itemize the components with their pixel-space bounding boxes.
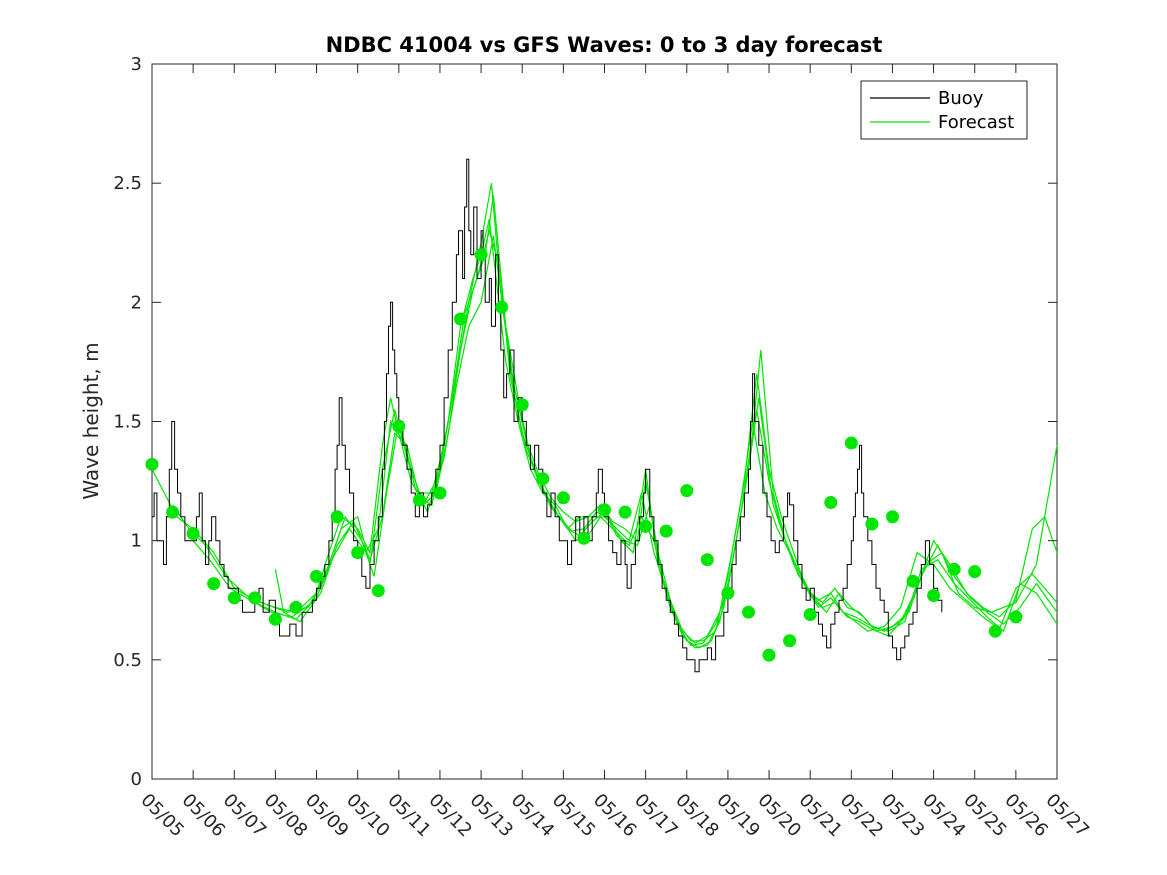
analysis-point-7 <box>289 600 303 614</box>
analysis-point-2 <box>186 527 200 540</box>
y-tick-label-6: 3 <box>131 54 142 75</box>
analysis-point-28 <box>721 586 735 600</box>
analysis-point-4 <box>227 591 241 605</box>
y-tick-label-5: 2.5 <box>113 173 142 194</box>
analysis-point-9 <box>330 510 344 524</box>
analysis-point-29 <box>742 605 755 619</box>
analysis-point-0 <box>145 457 159 471</box>
analysis-point-42 <box>1009 610 1023 624</box>
analysis-point-10 <box>351 546 365 560</box>
buoy-line <box>152 158 943 673</box>
analysis-point-26 <box>680 484 694 498</box>
analysis-point-40 <box>968 565 982 579</box>
analysis-point-5 <box>248 591 262 605</box>
analysis-point-37 <box>906 574 920 588</box>
y-tick-label-3: 1.5 <box>113 412 142 433</box>
analysis-point-8 <box>310 569 323 583</box>
legend-box <box>860 80 1028 140</box>
analysis-point-19 <box>536 472 550 486</box>
analysis-point-32 <box>803 608 817 621</box>
analysis-point-22 <box>598 503 611 517</box>
y-tick-label-1: 0.5 <box>113 650 142 671</box>
analysis-point-6 <box>268 612 282 626</box>
analysis-point-39 <box>947 562 961 576</box>
analysis-point-17 <box>495 300 509 314</box>
analysis-point-38 <box>927 589 941 602</box>
analysis-point-15 <box>454 312 467 326</box>
analysis-point-35 <box>865 517 879 531</box>
forecast-line-2 <box>192 195 1058 647</box>
y-tick-label-0: 0 <box>131 769 142 790</box>
analysis-point-14 <box>433 486 447 500</box>
analysis-point-30 <box>762 648 776 662</box>
forecast-line-1 <box>172 183 1058 644</box>
analysis-point-25 <box>659 524 673 538</box>
analysis-point-41 <box>988 624 1002 638</box>
y-tick-label-4: 2 <box>131 292 142 313</box>
analysis-point-20 <box>556 491 570 505</box>
analysis-point-23 <box>618 505 632 519</box>
analysis-point-33 <box>824 496 838 509</box>
analysis-point-1 <box>166 505 180 519</box>
analysis-point-27 <box>700 553 714 567</box>
chart-title: NDBC 41004 vs GFS Waves: 0 to 3 day fore… <box>326 33 883 57</box>
plot-area <box>151 63 1058 780</box>
analysis-point-36 <box>886 510 899 524</box>
y-axis-title: Wave height, m <box>79 342 103 499</box>
analysis-point-11 <box>371 584 385 598</box>
analysis-point-13 <box>412 493 426 507</box>
analysis-point-3 <box>207 577 221 591</box>
legend: Buoy Forecast <box>860 80 1028 140</box>
analysis-point-12 <box>392 419 406 433</box>
analysis-point-21 <box>577 531 591 545</box>
analysis-point-34 <box>844 436 858 450</box>
analysis-point-16 <box>474 248 488 262</box>
analysis-point-24 <box>639 519 653 533</box>
series-layer <box>145 158 1058 673</box>
y-tick-label-2: 1 <box>131 531 142 552</box>
legend-buoy-label: Buoy <box>938 88 984 109</box>
analysis-point-18 <box>515 398 529 412</box>
legend-forecast-label: Forecast <box>938 112 1014 133</box>
analysis-point-31 <box>783 634 797 648</box>
